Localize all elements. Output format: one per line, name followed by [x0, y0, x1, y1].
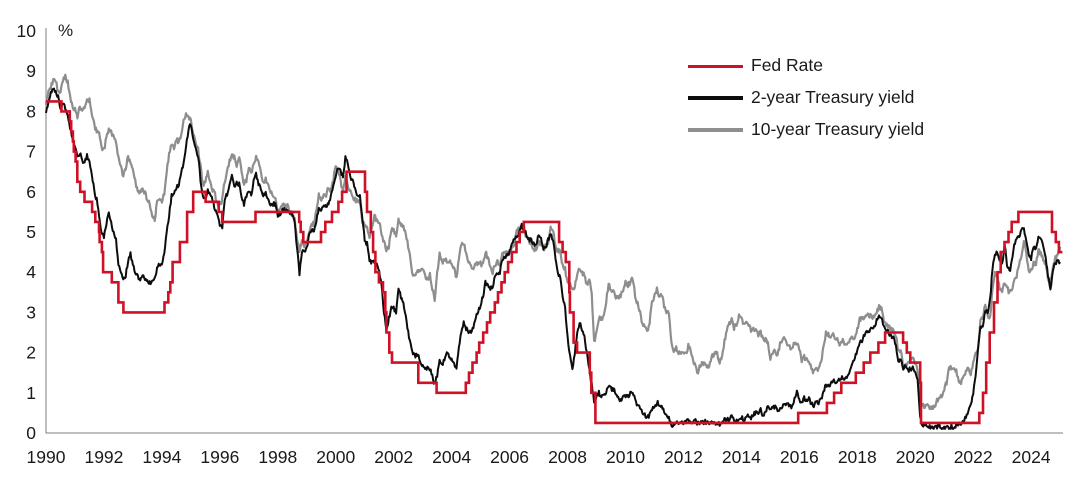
x-tick-label: 2002 — [374, 447, 413, 467]
fed-rate-line — [46, 100, 1063, 425]
y-tick-label: 1 — [26, 383, 36, 403]
y-tick-label: 3 — [26, 302, 36, 322]
x-tick-label: 2006 — [490, 447, 529, 467]
10-year-treasury-yield-line — [44, 73, 1062, 411]
x-tick-label: 2014 — [722, 447, 761, 467]
x-tick-label: 2022 — [954, 447, 993, 467]
x-tick-label: 1996 — [200, 447, 239, 467]
legend-item-fed-rate: Fed Rate — [688, 50, 924, 82]
x-tick-label: 1992 — [84, 447, 123, 467]
legend-label-fed-rate: Fed Rate — [751, 55, 823, 76]
x-tick-label: 1994 — [142, 447, 181, 467]
y-tick-label: 9 — [26, 61, 36, 81]
y-tick-label: 0 — [26, 423, 36, 443]
y-tick-label: 6 — [26, 182, 36, 202]
x-tick-label: 1990 — [27, 447, 66, 467]
x-tick-label: 2024 — [1012, 447, 1051, 467]
legend-label-2-year-treasury-yield: 2-year Treasury yield — [751, 87, 915, 108]
axes — [45, 28, 1063, 434]
y-tick-label: 8 — [26, 101, 36, 121]
y-tick-label: 10 — [17, 21, 37, 41]
legend-label-10-year-treasury-yield: 10-year Treasury yield — [751, 119, 925, 140]
legend-item-2-year-treasury-yield: 2-year Treasury yield — [688, 82, 924, 114]
y-tick-label: 4 — [26, 262, 36, 282]
x-tick-label: 2010 — [606, 447, 645, 467]
x-tick-label: 1998 — [258, 447, 297, 467]
2-year-treasury-yield-line — [45, 87, 1061, 430]
x-tick-label: 2012 — [664, 447, 703, 467]
x-tick-label: 2000 — [316, 447, 355, 467]
y-tick-label: 2 — [26, 343, 36, 363]
10-year-treasury-yield-line-swatch — [688, 128, 743, 132]
fed-rate-line-swatch — [688, 64, 743, 68]
2-year-treasury-yield-line-swatch — [688, 96, 743, 100]
legend-item-10-year-treasury-yield: 10-year Treasury yield — [688, 114, 924, 146]
x-tick-label: 2008 — [548, 447, 587, 467]
x-tick-label: 2018 — [838, 447, 877, 467]
legend: Fed Rate 2-year Treasury yield 10-year T… — [688, 50, 924, 146]
y-tick-label: 7 — [26, 142, 36, 162]
x-tick-label: 2004 — [432, 447, 471, 467]
x-tick-label: 2016 — [780, 447, 819, 467]
y-axis-unit-label: % — [58, 21, 74, 40]
x-tick-label: 2020 — [896, 447, 935, 467]
y-tick-label: 5 — [26, 222, 36, 242]
